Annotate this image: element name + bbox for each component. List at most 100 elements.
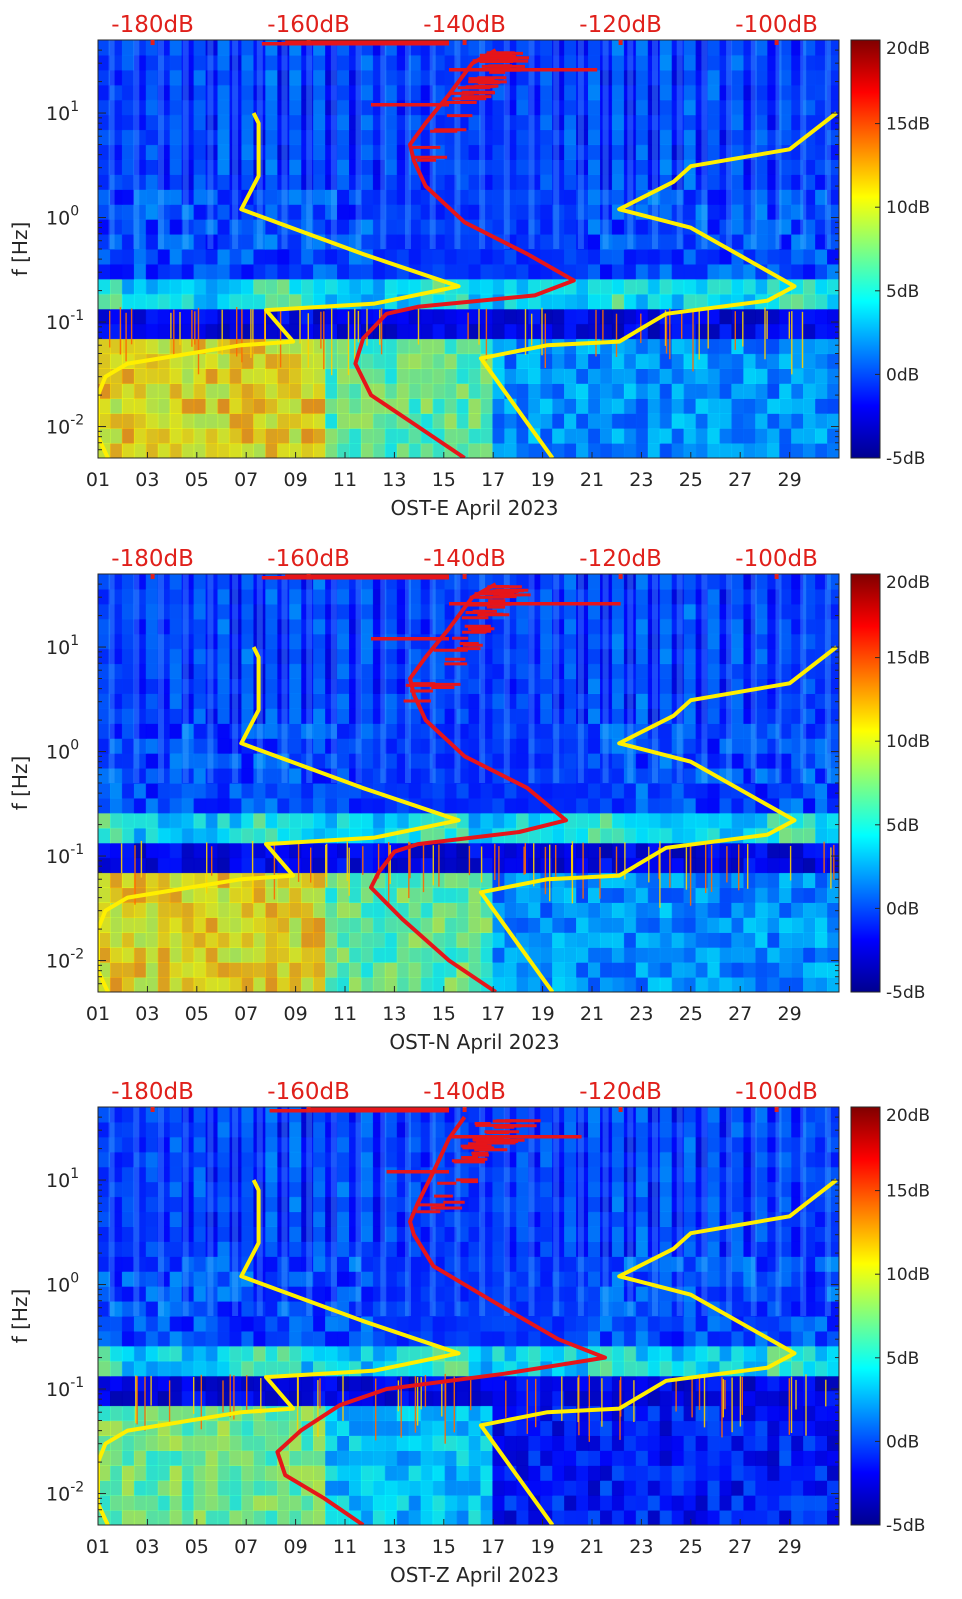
diurnal-streak: [750, 574, 757, 783]
spectrogram-cell: [516, 678, 529, 694]
spectrogram-cell: [719, 902, 733, 918]
x-tick-label: 11: [333, 469, 357, 491]
spectrogram-cell: [408, 234, 422, 250]
spectrogram-cell: [731, 323, 744, 340]
spectrogram-cell: [707, 1286, 721, 1302]
spectrogram-cell: [205, 234, 219, 250]
spectrogram-cell: [480, 278, 494, 295]
spectrogram-cell: [791, 738, 804, 754]
spectrogram-cell: [289, 263, 302, 280]
spectrogram-cell: [671, 428, 685, 444]
x-tick-label: 07: [234, 1003, 258, 1025]
spectrogram-cell: [169, 398, 183, 414]
spectrogram-cell: [325, 723, 338, 739]
spectrogram-cell: [217, 1345, 231, 1362]
spectrogram-cell: [600, 1330, 613, 1347]
spectrogram-cell: [408, 114, 422, 131]
spectrogram-cell: [98, 857, 111, 874]
spectrogram-cell: [205, 368, 219, 384]
spectrogram-cell: [779, 1316, 792, 1332]
spectrogram-cell: [98, 827, 111, 844]
spectrogram-cell: [145, 40, 159, 56]
spectrogram-cell: [432, 588, 446, 605]
spectrogram-cell: [444, 353, 458, 369]
spectrogram-cell: [349, 443, 362, 458]
spectrogram-cell: [815, 69, 828, 86]
spectrogram-cell: [145, 708, 159, 724]
spectrogram-cell: [635, 842, 649, 859]
spectrogram-cell: [205, 977, 219, 992]
spectrogram-cell: [552, 69, 565, 86]
spectrogram-cell: [360, 902, 374, 918]
spectrogram-cell: [671, 144, 685, 160]
spectrogram-cell: [133, 768, 147, 784]
x-tick-label: 19: [531, 469, 555, 491]
spectrogram-cell: [444, 977, 458, 992]
spectrogram-cell: [241, 398, 254, 414]
spectrogram-cell: [277, 797, 290, 814]
spectrogram-cell: [253, 69, 266, 86]
spectrogram-cell: [420, 129, 434, 146]
spectrogram-cell: [325, 962, 338, 978]
spectrogram-cell: [193, 1495, 207, 1511]
x-tick-label: 09: [284, 469, 308, 491]
spectrogram-cell: [504, 443, 517, 458]
spectrogram-cell: [313, 753, 326, 769]
spectrogram-cell: [791, 323, 804, 340]
spectrogram-cell: [659, 443, 673, 458]
x-tick-label: 15: [432, 1003, 456, 1025]
spectrogram-cell: [671, 797, 685, 814]
spectrogram-cell: [360, 887, 374, 903]
spectrogram-cell: [396, 1345, 410, 1362]
spectrogram-cell: [827, 588, 839, 605]
spectrogram-cell: [767, 1390, 780, 1407]
spectrogram-cell: [480, 129, 494, 146]
spectrogram-cell: [217, 323, 231, 340]
spectrogram-cell: [635, 663, 649, 680]
spectrogram-cell: [444, 768, 458, 784]
spectrogram-cell: [301, 663, 314, 680]
spectrogram-cell: [707, 1330, 721, 1347]
spectrogram-cell: [719, 84, 733, 101]
spectrogram-cell: [683, 648, 697, 665]
spectrogram-cell: [193, 797, 207, 814]
spectrogram-cell: [444, 603, 458, 620]
spectrogram-cell: [253, 99, 266, 116]
spectrogram-cell: [408, 1345, 422, 1362]
spectrogram-cell: [827, 633, 839, 650]
spectrogram-cell: [588, 723, 601, 739]
spectrogram-cell: [707, 1480, 721, 1496]
spectrogram-cell: [683, 144, 697, 160]
spectrogram-cell: [110, 1450, 123, 1466]
spectrogram-cell: [133, 99, 147, 116]
spectrogram-cell: [349, 1435, 362, 1451]
spectrogram-cell: [600, 618, 613, 635]
spectrogram-cell: [110, 249, 123, 265]
spectrogram-cell: [623, 962, 637, 978]
spectrogram-cell: [779, 857, 792, 874]
spectrogram-cell: [576, 588, 589, 605]
spectrogram-cell: [600, 648, 613, 665]
spectrogram-cell: [313, 308, 326, 325]
spectrogram-cell: [420, 902, 434, 918]
spectrogram-cell: [157, 1405, 171, 1422]
spectrogram-cell: [635, 812, 649, 829]
spectrogram-cell: [360, 398, 374, 414]
spectrogram-cell: [241, 962, 254, 978]
spectrogram-cell: [169, 603, 183, 620]
spectrogram-cell: [145, 99, 159, 116]
spectrogram-cell: [145, 768, 159, 784]
spectrogram-cell: [671, 574, 685, 590]
spectrogram-cell: [181, 1375, 195, 1392]
spectrogram-cell: [492, 1495, 505, 1511]
spectrogram-cell: [205, 618, 219, 635]
spectrogram-cell: [623, 99, 637, 116]
spectrogram-cell: [635, 1465, 649, 1481]
spectrogram-cell: [683, 678, 697, 694]
spectrogram-cell: [659, 932, 673, 948]
spectrogram-cell: [695, 323, 709, 340]
spectrogram-cell: [205, 1330, 219, 1347]
x-tick-label: 29: [778, 469, 802, 491]
diurnal-streak: [553, 574, 560, 783]
spectrogram-cell: [420, 398, 434, 414]
